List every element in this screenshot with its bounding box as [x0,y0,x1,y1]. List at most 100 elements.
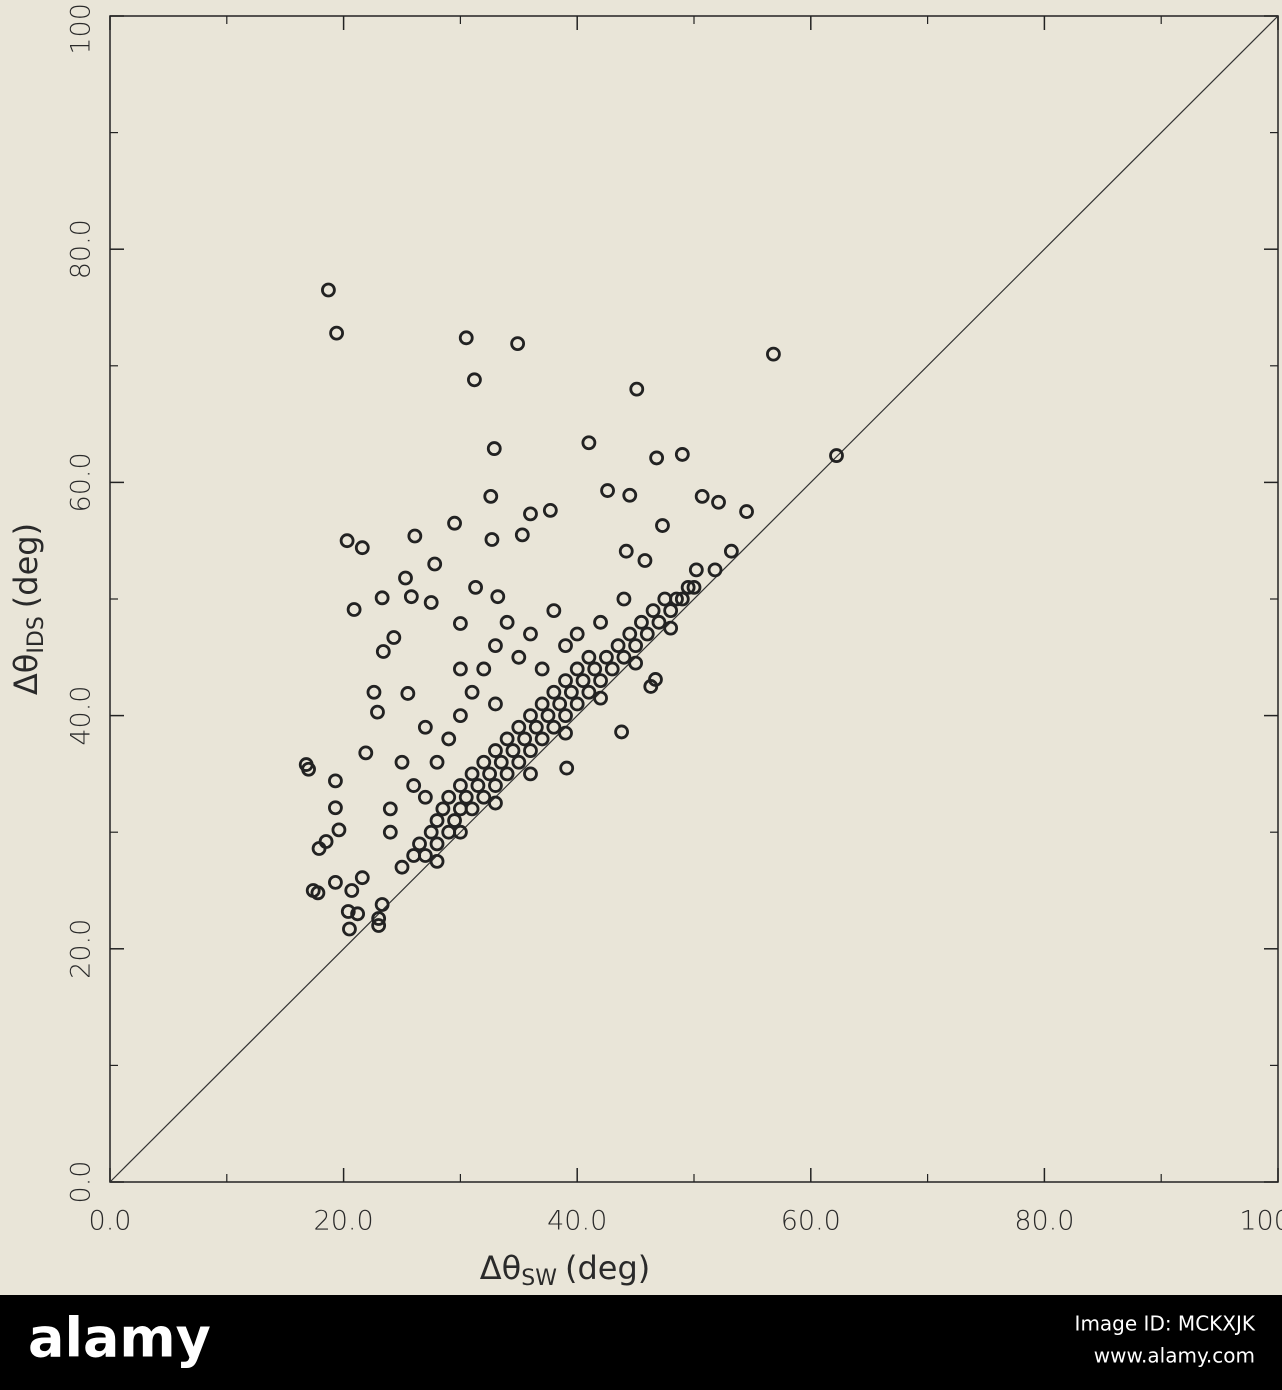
identity-line [109,15,1279,1183]
x-tick-label: 20.0 [314,1206,374,1237]
watermark-bar [0,1295,1282,1390]
point [663,603,679,619]
point [423,824,439,840]
point [600,483,615,498]
point [546,684,562,700]
point [374,897,390,912]
point [711,494,726,510]
point [429,754,445,770]
point [523,766,538,782]
point [534,731,550,747]
y-tick-label: 60.0 [66,452,97,512]
point [674,591,690,607]
point [488,778,503,793]
point [558,725,573,741]
point [581,649,597,665]
point [558,708,573,723]
point [651,614,667,630]
point [358,745,374,761]
point [331,822,347,838]
point [628,655,643,671]
point [486,441,502,456]
point [622,487,638,503]
point [694,488,710,504]
point [663,620,679,636]
point [558,673,573,689]
point [406,778,422,793]
point [499,731,515,747]
point [523,743,538,758]
point [482,766,498,782]
point [569,696,585,712]
point [499,766,515,782]
point [354,540,370,556]
point [403,589,419,605]
point [707,562,723,578]
point [458,789,474,805]
x-axis-label-symbol: Δθ [480,1249,521,1287]
x-axis-label-unit: (deg) [565,1249,650,1287]
point [441,731,457,747]
y-tick-label: 0.0 [66,1161,97,1204]
x-tick-label: 80.0 [1014,1206,1074,1237]
point [464,801,480,817]
point [629,381,645,397]
point [569,661,585,677]
point [622,626,638,642]
point [552,696,568,712]
x-axis-label-subscript: SW [521,1266,557,1291]
point [354,870,370,886]
point [464,766,480,782]
point [637,553,653,568]
point [321,282,336,298]
point [468,579,483,595]
point [344,883,360,898]
point [340,904,356,919]
point [452,661,468,677]
point [412,836,427,852]
y-tick-label: 80.0 [66,219,97,279]
point [534,696,550,712]
point [417,789,433,805]
point [488,795,503,811]
point [311,841,327,856]
point [400,686,416,701]
point [648,672,663,687]
point [484,532,500,547]
watermark-logo: alamy [28,1307,211,1370]
point [546,603,562,619]
point [407,528,423,544]
point [382,801,398,817]
point [829,448,844,463]
point [310,885,326,901]
point [386,630,402,645]
point [339,533,355,549]
point [429,813,445,828]
point [523,708,538,723]
point [581,435,597,451]
point [467,372,482,388]
point [301,761,316,777]
point [490,589,506,605]
point [464,684,480,700]
point [429,853,445,869]
point [674,447,690,462]
point [680,579,696,595]
point [616,649,632,665]
point [523,626,538,642]
point [587,661,603,677]
point [382,824,398,840]
point [669,591,684,607]
point [523,506,538,522]
point [628,638,643,654]
point [618,543,634,559]
point [452,616,468,631]
point [575,673,591,689]
point [488,638,503,654]
point [514,527,530,543]
point [559,760,575,776]
point [488,743,503,758]
point [452,824,468,840]
point [616,591,632,607]
point [540,708,556,723]
